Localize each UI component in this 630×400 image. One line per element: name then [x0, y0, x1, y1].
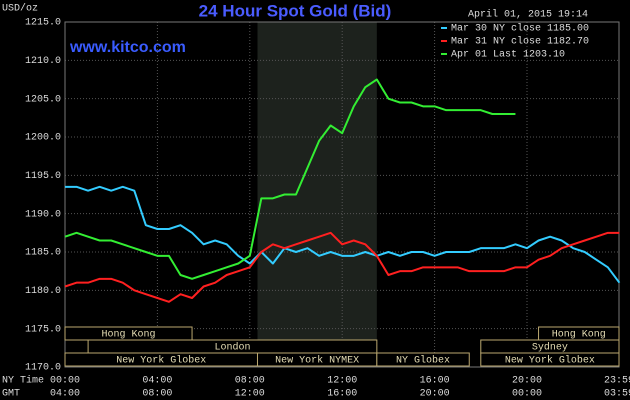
- y-axis-label: USD/oz: [2, 3, 38, 15]
- x2-axis-label: GMT: [2, 389, 20, 400]
- session-label: Sydney: [532, 342, 568, 354]
- x2-tick-label: 03:59: [604, 389, 630, 400]
- series-line: [65, 185, 621, 284]
- session-label: Hong Kong: [552, 330, 606, 341]
- legend-entry: Mar 30 NY close 1185.00: [451, 23, 589, 35]
- session-label: London: [214, 342, 250, 354]
- x-axis-label: NY Time: [2, 375, 44, 387]
- plot-frame: [64, 21, 620, 368]
- comex-session-shade: [257, 22, 377, 367]
- y-tick-label: 1185.0: [25, 248, 61, 259]
- session-label: NY Globex: [396, 355, 450, 367]
- x2-tick-label: 20:00: [420, 389, 450, 400]
- x-tick-label: 00:00: [50, 376, 80, 387]
- y-tick-label: 1195.0: [25, 171, 61, 182]
- x-tick-label: 23:59: [604, 376, 630, 387]
- y-tick-label: 1215.0: [25, 18, 61, 29]
- x2-tick-label: 04:00: [50, 389, 80, 400]
- session-box: [480, 352, 620, 367]
- timestamp: April 01, 2015 19:14: [468, 9, 588, 21]
- x2-tick-label: 16:00: [327, 389, 357, 400]
- chart-title: 24 Hour Spot Gold (Bid): [199, 1, 392, 20]
- x-tick-label: 08:00: [235, 376, 265, 387]
- y-tick-label: 1210.0: [25, 56, 61, 67]
- session-label: New York Globex: [116, 355, 206, 367]
- series-line: [64, 231, 620, 303]
- y-tick-label: 1175.0: [25, 324, 61, 335]
- x-tick-label: 12:00: [327, 376, 357, 387]
- y-tick-label: 1200.0: [25, 133, 61, 144]
- y-tick-label: 1180.0: [25, 286, 61, 297]
- x2-tick-label: 00:00: [512, 389, 542, 400]
- session-box: [376, 352, 470, 367]
- x2-tick-label: 12:00: [235, 389, 265, 400]
- session-label: New York Globex: [505, 355, 595, 367]
- x-tick-label: 04:00: [142, 376, 172, 387]
- x2-tick-label: 08:00: [142, 389, 172, 400]
- x-tick-label: 16:00: [420, 376, 450, 387]
- session-label: Hong Kong: [102, 330, 156, 341]
- site-label: www.kitco.com: [69, 39, 186, 56]
- series-line: [64, 78, 516, 280]
- y-tick-label: 1190.0: [25, 209, 61, 220]
- y-tick-label: 1170.0: [25, 363, 61, 374]
- session-label: New York NYMEX: [275, 355, 359, 367]
- y-tick-label: 1205.0: [25, 94, 61, 105]
- x-tick-label: 20:00: [512, 376, 542, 387]
- legend-entry: Mar 31 NY close 1182.70: [451, 36, 589, 48]
- legend-entry: Apr 01 Last 1203.10: [451, 50, 565, 61]
